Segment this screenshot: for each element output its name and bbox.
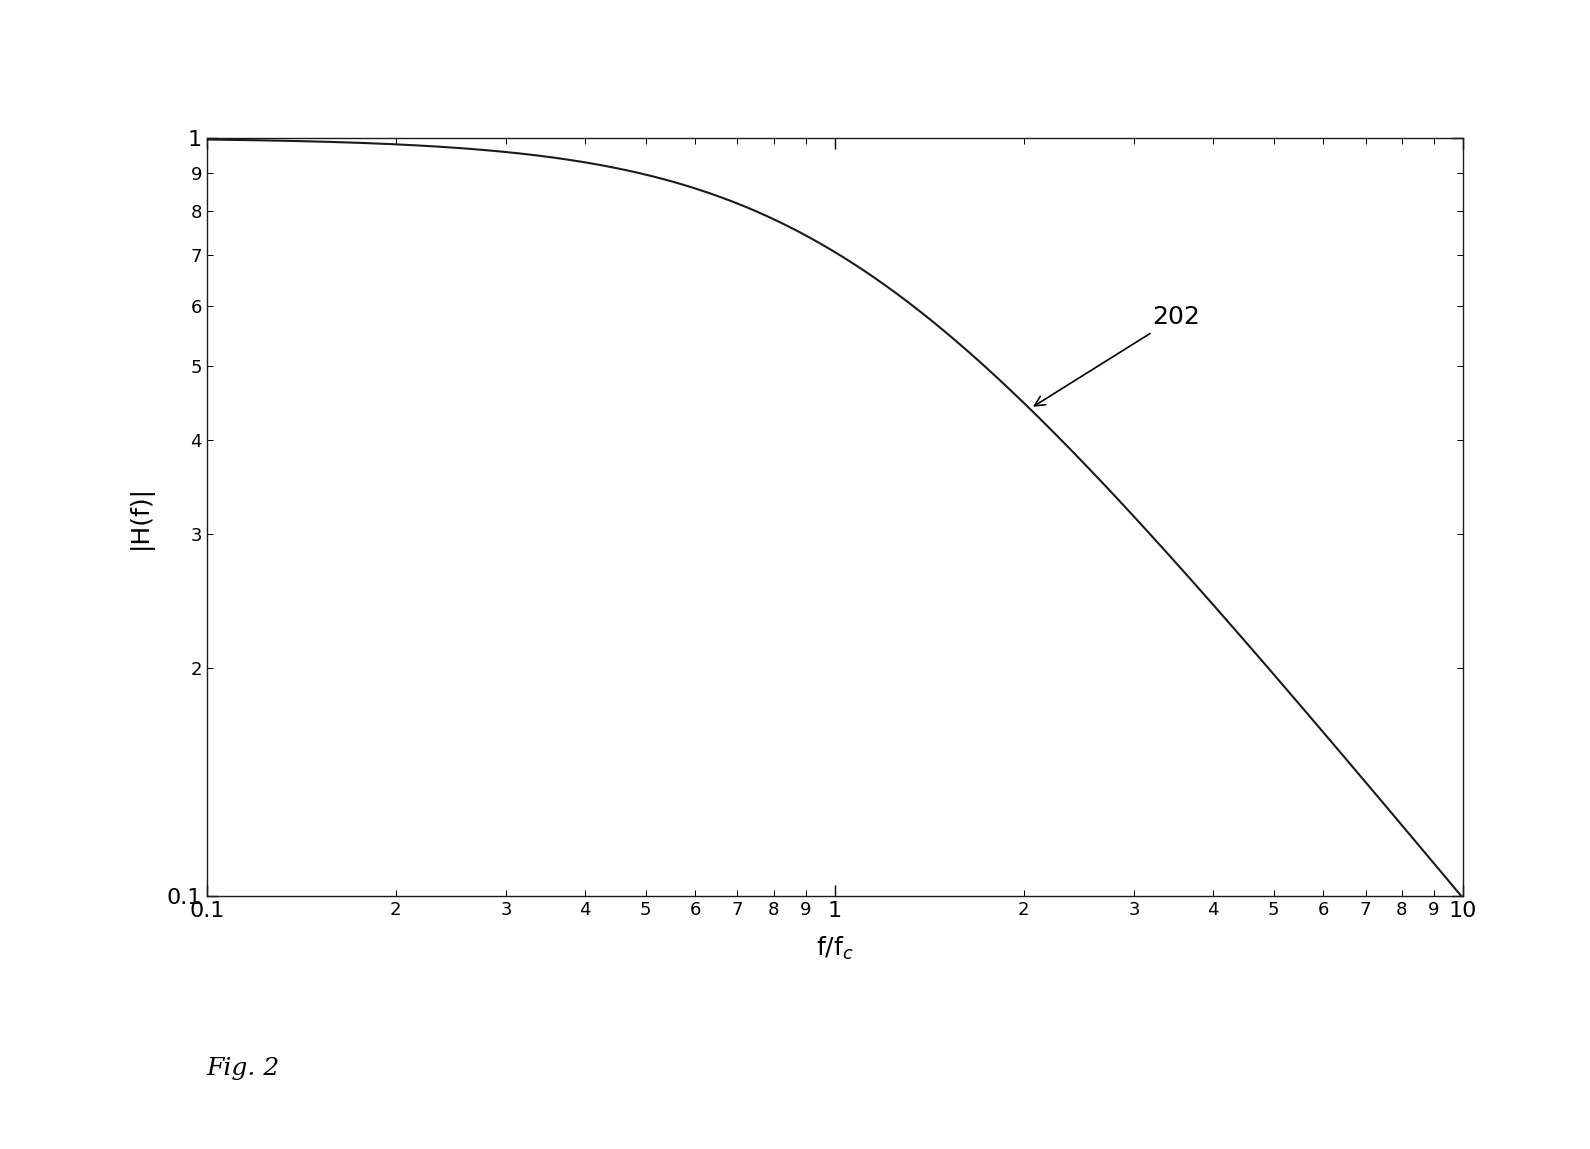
Text: 202: 202 — [1035, 306, 1200, 406]
X-axis label: f/f$_c$: f/f$_c$ — [816, 935, 854, 962]
Y-axis label: |H(f)|: |H(f)| — [127, 485, 153, 549]
Text: Fig. 2: Fig. 2 — [207, 1057, 280, 1080]
